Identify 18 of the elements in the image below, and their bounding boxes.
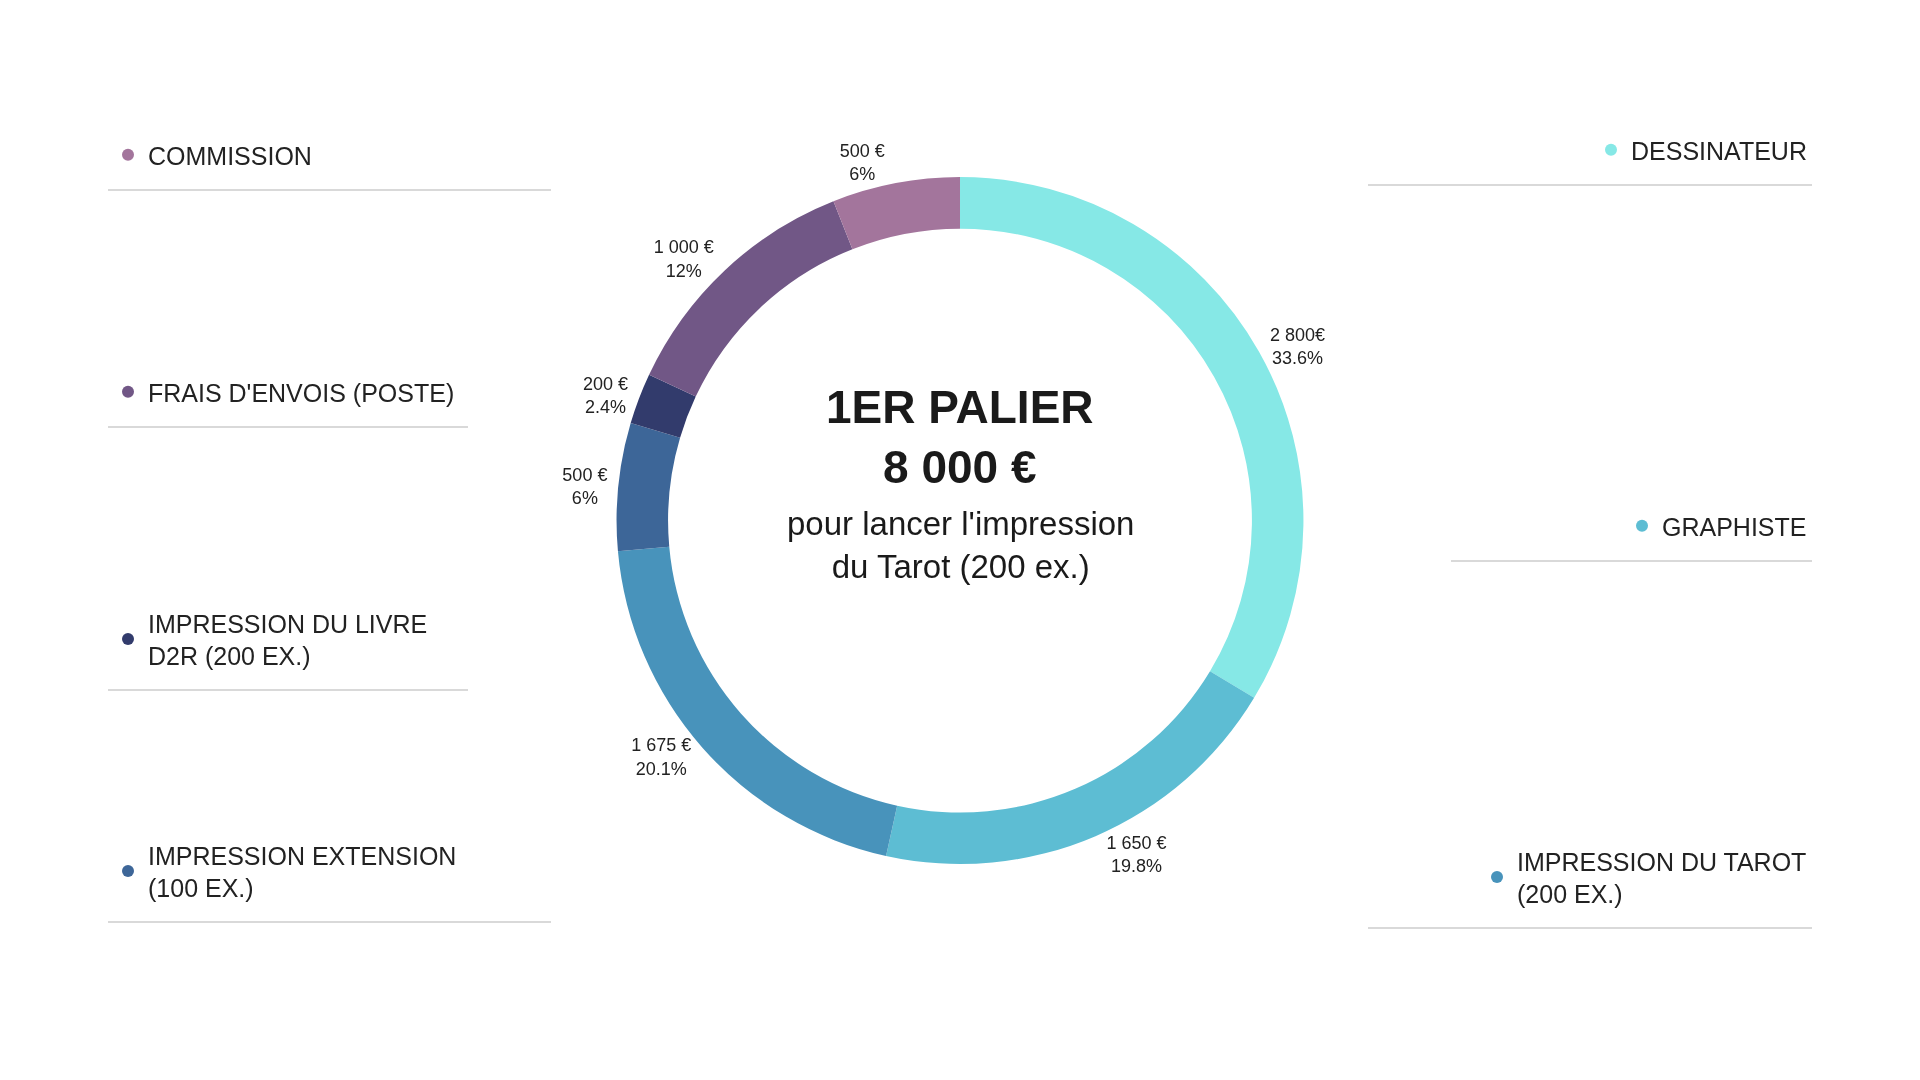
legend-label: IMPRESSION EXTENSION (100 EX.) [148,841,457,902]
donut-slice [630,374,696,438]
legend-label: COMMISSION [148,141,312,170]
data-label: 1 000 € 12% [653,237,714,281]
data-label: 500 € 6% [562,464,608,509]
legend-label: DESSINATEUR [1631,136,1807,165]
text: 1ER PALIER 8 000 € [826,381,1094,493]
text: pour lancer l'impression du Tarot (200 ex.) [787,505,1135,585]
donut-slice [616,423,681,552]
data-label: 1 650 € 19.8% [1106,832,1167,877]
legend-label: IMPRESSION DU LIVRE D2R (200 EX.) [148,609,428,670]
legend-label: FRAIS D'ENVOIS (POSTE) [148,378,455,407]
data-label: 500 € 6% [839,140,885,184]
legend-label: GRAPHISTE [1662,512,1807,541]
data-label: 2 800€ 33.6% [1269,324,1325,369]
data-label: 200 € 2.4% [583,374,629,418]
legend-label: IMPRESSION DU TAROT (200 EX.) [1517,847,1807,908]
data-label: 1 675 € 20.1% [631,735,692,779]
